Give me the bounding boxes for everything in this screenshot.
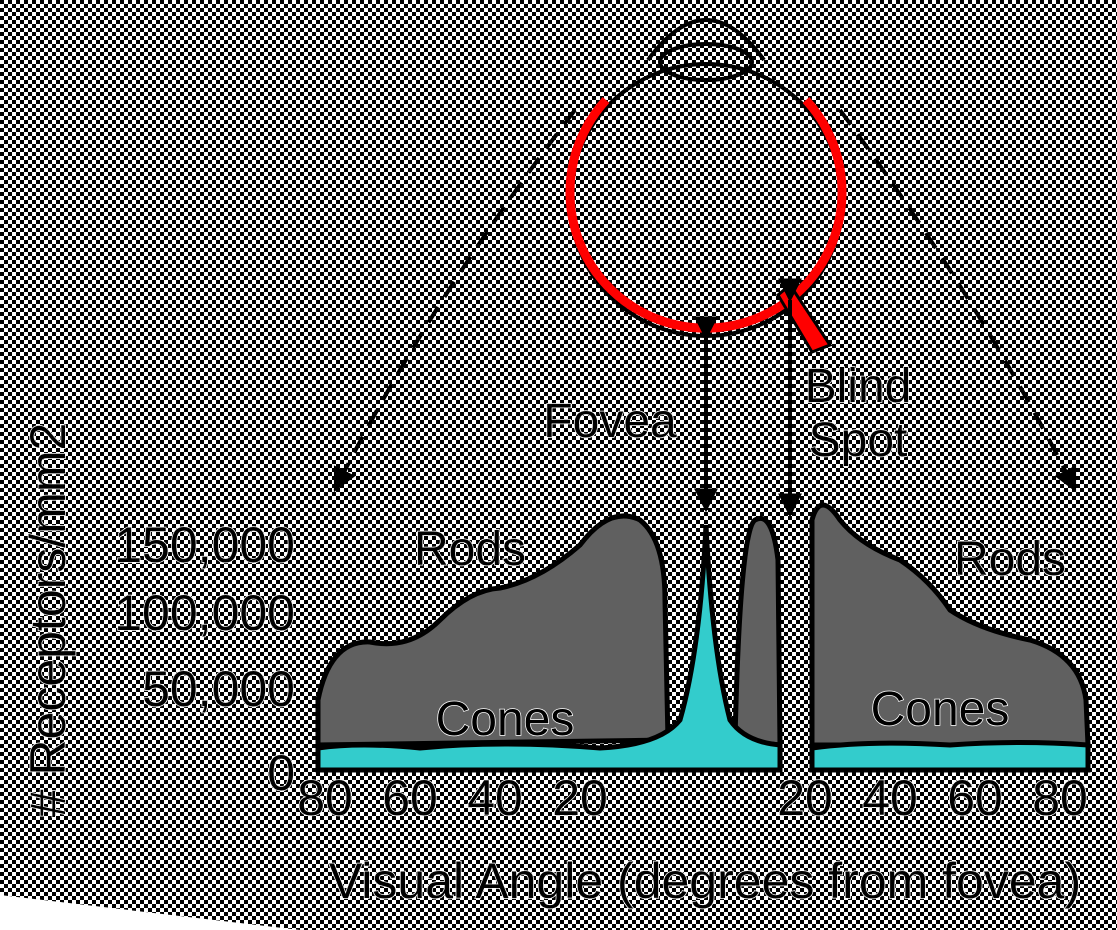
y-tick-label: 100,000 bbox=[114, 585, 295, 641]
x-tick-label: 20 bbox=[552, 770, 608, 826]
y-ticks: 150,000 100,000 50,000 0 bbox=[114, 516, 296, 802]
rods-label: Rods bbox=[954, 533, 1066, 586]
cones-right bbox=[809, 740, 1091, 773]
cornea bbox=[646, 18, 766, 62]
guide-left bbox=[333, 108, 577, 493]
cones-left bbox=[315, 524, 783, 773]
blind-spot-label: Blind bbox=[805, 360, 912, 413]
rods-left bbox=[315, 513, 671, 770]
x-tick-label: 20 bbox=[777, 770, 833, 826]
x-axis-label: Visual Angle (degrees from fovea) bbox=[329, 853, 1081, 909]
x-tick-label: 60 bbox=[382, 770, 438, 826]
x-tick-label: 60 bbox=[947, 770, 1003, 826]
rods-right bbox=[809, 502, 1091, 748]
rods-mid bbox=[732, 515, 783, 748]
x-tick-label: 40 bbox=[467, 770, 523, 826]
cones-label: Cones bbox=[436, 693, 575, 746]
guide-right bbox=[838, 108, 1077, 493]
y-tick-label: 0 bbox=[267, 745, 295, 801]
x-tick-label: 80 bbox=[297, 770, 353, 826]
lens bbox=[658, 42, 754, 82]
x-tick-label: 80 bbox=[1032, 770, 1088, 826]
x-ticks: 80 60 40 20 20 40 60 80 bbox=[296, 769, 1088, 827]
x-tick-label: 40 bbox=[862, 770, 918, 826]
fovea-label: Fovea bbox=[543, 395, 677, 448]
y-tick-label: 50,000 bbox=[142, 661, 295, 717]
blind-spot-label: Spot bbox=[809, 414, 908, 467]
y-tick-label: 150,000 bbox=[114, 517, 295, 573]
y-axis-label: # Receptors/mm2 bbox=[20, 423, 76, 818]
cones-label: Cones bbox=[871, 683, 1010, 736]
rods-label: Rods bbox=[414, 523, 526, 576]
